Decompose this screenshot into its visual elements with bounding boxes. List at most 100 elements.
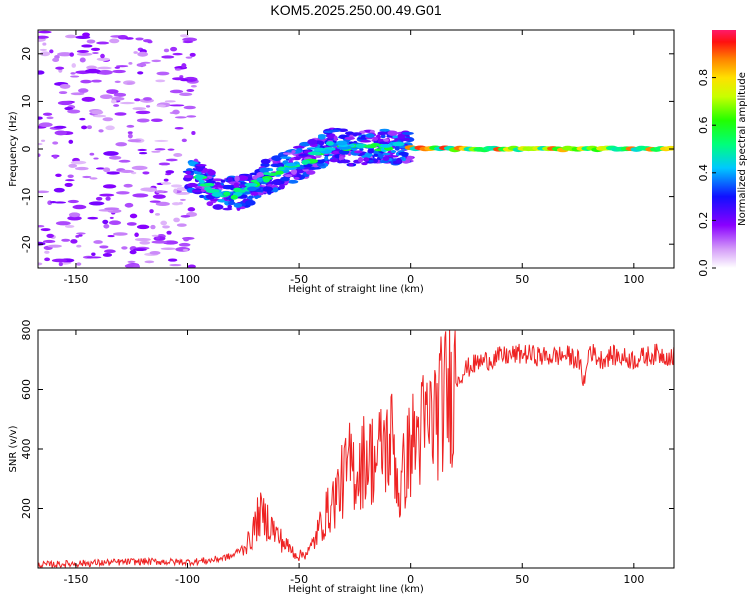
spectral-blob [198,179,205,184]
spectral-blob [57,100,73,106]
spectral-blob [348,163,354,167]
spectral-blob [247,174,253,178]
spectral-blob [88,201,105,206]
spectral-blob [160,182,172,185]
spectral-blob [182,40,194,44]
colorbar-gradient [712,30,736,268]
spectral-blob [154,148,166,151]
spectral-blob [222,184,234,190]
spectral-blob [361,162,368,166]
spectral-blob [156,71,170,76]
spectral-blob [64,106,74,111]
spectral-blob [174,116,187,119]
spectral-blob [291,150,296,154]
y-tick-label: 20 [20,47,33,61]
spectral-blob [186,115,197,118]
spectral-blob [202,182,215,187]
spectral-blob [143,97,152,101]
spectral-blob [199,194,205,199]
spectral-blob [81,44,93,48]
x-tick-label: 0 [407,273,414,286]
spectral-blob [44,257,51,262]
spectral-blob [186,182,198,188]
spectral-blob [247,186,257,192]
spectral-blob [54,130,68,136]
spectral-blob [179,34,189,38]
spectral-blob [169,89,184,94]
spectral-blob [359,139,372,143]
spectral-blob [81,125,88,130]
spectral-blob [325,141,334,146]
spectral-blob [127,133,133,139]
spectral-blob [49,49,54,54]
spectral-blob [394,145,400,151]
spectral-blob [191,189,203,193]
spectral-blob [206,189,220,194]
spectral-blob [178,201,183,205]
spectral-blob [68,163,78,168]
spectral-blob [55,66,65,70]
spectral-blob [167,258,178,262]
spectral-blob [289,157,296,161]
spectral-blob [152,194,166,199]
spectral-blob [136,224,150,230]
y-tick-label: 10 [20,94,33,108]
colorbar-tick-label: 0.2 [697,212,710,230]
spectral-blob [133,51,138,54]
spectral-blob [233,191,243,196]
spectral-blob [392,135,398,139]
spectral-blob [363,157,370,162]
spectral-blob [59,83,71,89]
spectral-blob [284,166,297,171]
spectral-blob [105,196,111,201]
spectral-blob [123,183,133,188]
spectral-blob [64,182,73,187]
x-tick-label: 100 [623,273,644,286]
spectral-blob [305,170,316,175]
spectral-blob [173,188,178,194]
spectral-blob [239,184,246,188]
spectral-blob [270,163,282,168]
spectral-blob [172,77,185,81]
spectral-blob [38,70,45,75]
spectral-blob [344,136,356,140]
snr-x-label: Height of straight line (km) [288,584,424,595]
spectral-blob [38,142,43,146]
spectral-blob [220,179,226,183]
spectral-blob [53,187,65,193]
spectral-blob [174,126,184,130]
spectral-blob [309,166,322,170]
spectral-blob [70,239,78,244]
spectral-blob [76,52,93,56]
spectral-blob [180,215,191,218]
spectral-blob [151,150,161,153]
spectral-blob [171,202,181,206]
spectral-blob [42,42,47,46]
spectral-blob [108,220,122,226]
spectral-blob [227,204,233,209]
spectral-blob [126,222,137,226]
spectral-blob [42,239,56,244]
spectral-blob [145,105,151,108]
spectral-blob [388,155,399,158]
spectral-blob [379,154,384,160]
spectral-blob [379,143,393,148]
spectral-blob [79,117,86,121]
spectral-blob [368,159,374,163]
spectral-blob [96,41,110,45]
spectral-blob [70,92,85,96]
spectral-blob [160,220,168,226]
spectral-blob [124,37,134,40]
spectral-blob [185,170,192,175]
spectral-blob [396,157,402,163]
spectral-blob [160,247,177,251]
spectral-blob [290,168,297,175]
spectral-blob [271,155,283,161]
spectral-blob [91,110,104,115]
spectral-blob [357,157,364,163]
spectral-blob [61,238,71,242]
spectral-blob [162,225,170,229]
spectral-blob [169,263,182,267]
spectral-blob [106,171,120,175]
